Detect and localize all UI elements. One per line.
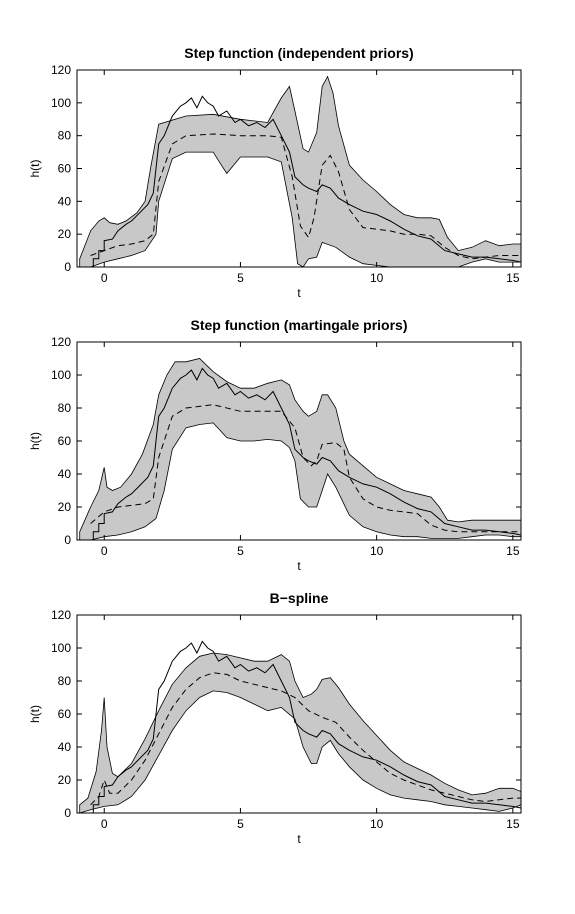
- posterior-mean-line: [90, 404, 521, 533]
- y-tick-label: 80: [58, 674, 72, 688]
- plot-area: [79, 640, 521, 813]
- y-tick-label: 0: [64, 806, 71, 820]
- y-tick-label: 80: [58, 401, 72, 415]
- x-tick-label: 15: [506, 544, 520, 558]
- x-tick-label: 5: [237, 817, 244, 831]
- x-tick-label: 0: [101, 271, 108, 285]
- chart-title: Step function (independent priors): [184, 45, 413, 61]
- y-tick-label: 60: [58, 434, 72, 448]
- y-tick-label: 40: [58, 194, 72, 208]
- y-axis-label: h(t): [28, 159, 42, 177]
- chart-panel-1: 0 5 10 15 0 20 40 60 80 100 120 Step function (inde…: [28, 45, 522, 300]
- x-tick-label: 5: [237, 544, 244, 558]
- x-tick-label: 10: [370, 271, 384, 285]
- chart-title: Step function (martingale priors): [190, 317, 407, 333]
- x-tick-label: 10: [370, 817, 384, 831]
- plot-area: [79, 358, 521, 540]
- y-axis-label: h(t): [28, 705, 42, 723]
- y-tick-label: 40: [58, 740, 72, 754]
- x-tick-label: 0: [101, 817, 108, 831]
- x-tick-label: 5: [237, 271, 244, 285]
- y-tick-label: 40: [58, 467, 72, 481]
- chart-title: B−spline: [270, 590, 329, 606]
- observed-hazard-line: [87, 95, 521, 267]
- observed-hazard-line: [87, 367, 521, 540]
- x-tick-label: 10: [370, 544, 384, 558]
- plot-area: [79, 75, 521, 267]
- y-axis-label: h(t): [28, 432, 42, 450]
- y-tick-label: 20: [58, 500, 72, 514]
- y-tick-label: 20: [58, 227, 72, 241]
- x-axis-label: t: [297, 286, 301, 300]
- y-tick-label: 120: [51, 335, 71, 349]
- chart-panel-3: 0 5 10 15 0 20 40 60 80 100 120 B−spline t h(t): [28, 590, 522, 846]
- y-tick-label: 120: [51, 63, 71, 77]
- y-tick-label: 120: [51, 608, 71, 622]
- x-tick-label: 15: [506, 817, 520, 831]
- y-tick-label: 60: [58, 707, 72, 721]
- y-tick-label: 100: [51, 96, 71, 110]
- observed-hazard-line: [87, 640, 521, 813]
- y-tick-label: 0: [64, 533, 71, 547]
- y-tick-label: 20: [58, 773, 72, 787]
- chart-panel-2: 0 5 10 15 0 20 40 60 80 100 120 Step function (mart…: [28, 317, 522, 573]
- y-tick-label: 0: [64, 260, 71, 274]
- credible-band: [79, 652, 521, 813]
- y-tick-label: 100: [51, 368, 71, 382]
- y-tick-label: 80: [58, 129, 72, 143]
- x-tick-label: 0: [101, 544, 108, 558]
- x-axis-label: t: [297, 832, 301, 846]
- y-tick-label: 60: [58, 162, 72, 176]
- posterior-mean-line: [90, 672, 521, 806]
- x-tick-label: 15: [506, 271, 520, 285]
- x-axis-label: t: [297, 559, 301, 573]
- posterior-mean-line: [90, 133, 521, 260]
- credible-band: [79, 75, 521, 267]
- y-tick-label: 100: [51, 641, 71, 655]
